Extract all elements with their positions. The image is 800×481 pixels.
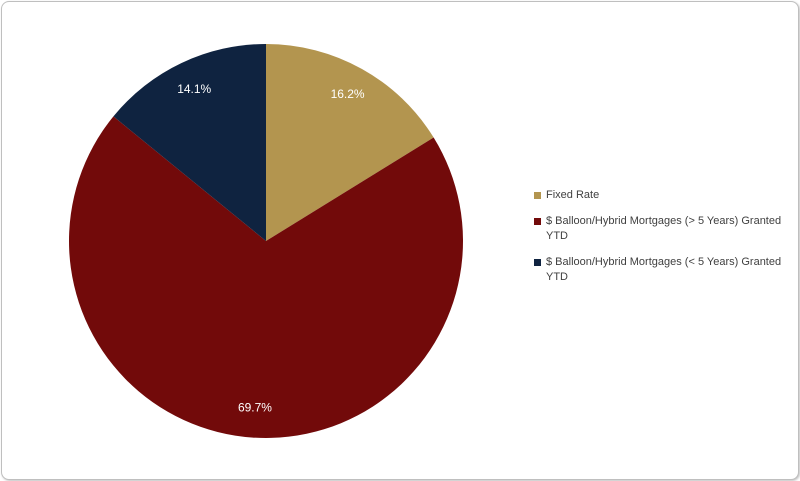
legend-label: $ Balloon/Hybrid Mortgages (> 5 Years) G… [546,215,782,242]
legend-swatch [534,259,541,266]
legend-item: $ Balloon/Hybrid Mortgages (> 5 Years) G… [534,214,796,244]
legend-label: $ Balloon/Hybrid Mortgages (< 5 Years) G… [546,256,782,283]
pie-slice [113,44,266,241]
data-label: 69.7% [238,400,272,414]
legend-swatch [534,218,541,225]
data-label: 16.2% [331,87,365,101]
legend-item: $ Balloon/Hybrid Mortgages (< 5 Years) G… [534,255,796,285]
legend-label: Fixed Rate [546,189,600,201]
legend: Fixed Rate $ Balloon/Hybrid Mortgages (> … [534,188,796,296]
legend-item: Fixed Rate [534,188,796,203]
data-label: 14.1% [177,82,211,96]
pie-slice [266,44,434,241]
pie-slice [68,116,464,439]
legend-swatch [534,192,541,199]
